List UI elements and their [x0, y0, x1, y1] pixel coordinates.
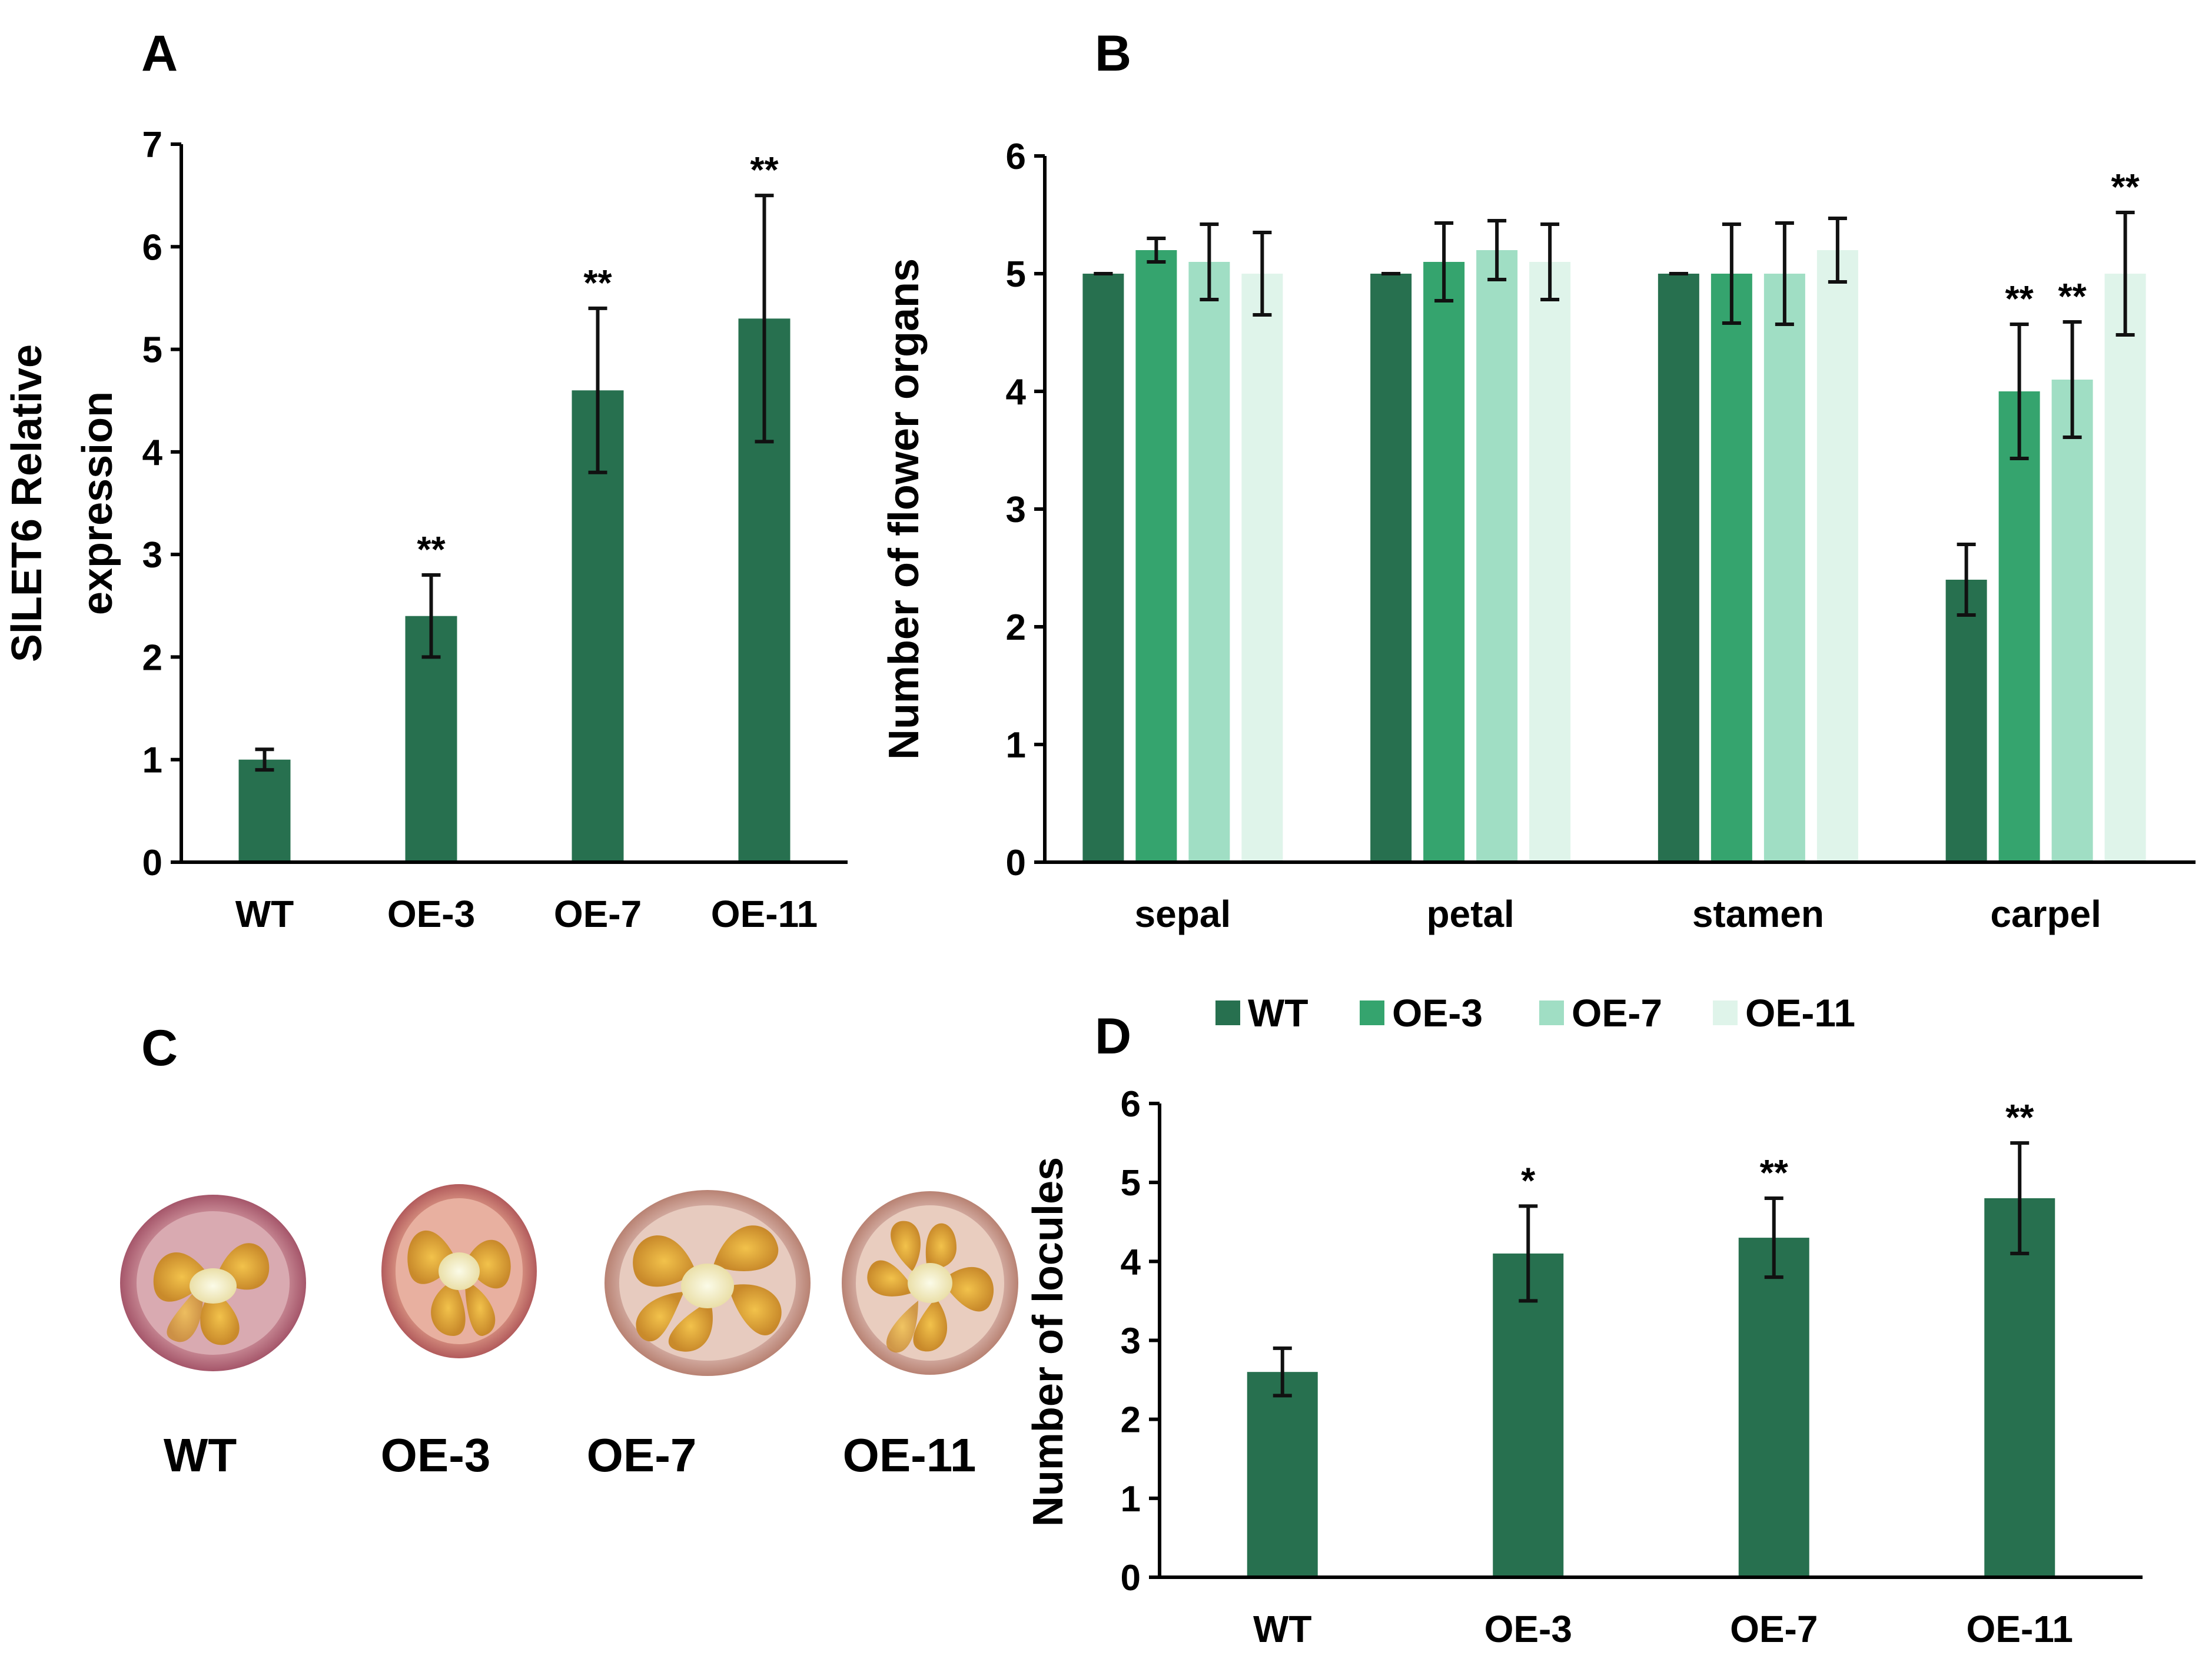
photo-label-oe11: OE-11: [843, 1429, 977, 1481]
chart-a-category-label: OE-11: [711, 893, 818, 935]
legend-label-wt: WT: [1248, 991, 1308, 1035]
chart-b-bar-oe-3: [1423, 262, 1465, 862]
panel-letter-b: B: [1095, 25, 1131, 82]
chart-b-category-label: sepal: [1135, 893, 1231, 935]
chart-d-category-label: OE-3: [1484, 1608, 1572, 1650]
chart-d-locules: WT * OE-3 ** OE-7 ** OE-11 0 1 2 3 4 5 6 Number of loc…: [1025, 1084, 2143, 1650]
chart-d-significance: *: [1521, 1161, 1536, 1201]
chart-a-significance: **: [583, 263, 612, 304]
chart-a-category-label: OE-7: [554, 893, 642, 935]
chart-b-bar-oe-11: [1816, 250, 1858, 862]
chart-b-significance: **: [2058, 277, 2087, 317]
chart-d-category-label: WT: [1253, 1608, 1312, 1650]
legend-label-oe-3: OE-3: [1392, 991, 1483, 1035]
chart-b-y-tick-label: 4: [1006, 372, 1027, 413]
chart-a-y-tick-label: 3: [142, 535, 162, 576]
chart-d-significance: **: [1760, 1153, 1789, 1194]
chart-b-y-tick-label: 3: [1006, 490, 1026, 530]
photo-label-oe7: OE-7: [587, 1429, 697, 1481]
legend-swatch-oe-3: [1360, 1000, 1384, 1025]
chart-a-significance: **: [417, 530, 446, 570]
legend-swatch-wt: [1215, 1000, 1240, 1025]
chart-a-y-tick-label: 2: [142, 637, 162, 678]
photo-label-wt: WT: [164, 1429, 237, 1481]
chart-a-y-label: expression: [74, 391, 121, 615]
chart-a-y-label: SlLET6 Relative: [4, 344, 51, 662]
chart-a-category-label: WT: [235, 893, 294, 935]
legend-swatch-oe-11: [1713, 1000, 1738, 1025]
chart-d-category-label: OE-11: [1967, 1608, 2073, 1650]
chart-b-bar-oe-3: [1998, 391, 2040, 862]
panel-letter-d: D: [1095, 1008, 1131, 1065]
chart-d-y-label: Number of locules: [1025, 1157, 1072, 1527]
tomato-oe7-image: [605, 1190, 811, 1376]
chart-d-y-tick-label: 2: [1121, 1400, 1141, 1441]
legend-label-oe-7: OE-7: [1572, 991, 1662, 1035]
chart-a-significance: **: [750, 150, 779, 191]
tomato-oe3-image: [381, 1184, 537, 1358]
chart-d-bar: [1984, 1198, 2055, 1577]
chart-b-bar-oe-11: [1241, 274, 1283, 862]
chart-d-y-tick-label: 4: [1121, 1242, 1141, 1282]
chart-b-category-label: carpel: [1990, 893, 2101, 935]
chart-d-bar: [1493, 1253, 1564, 1577]
chart-d-significance: **: [2005, 1098, 2034, 1138]
chart-a-y-tick-label: 7: [142, 125, 162, 165]
chart-d-y-tick-label: 5: [1121, 1163, 1141, 1204]
chart-b-y-label: Number of flower organs: [881, 258, 928, 760]
chart-a-y-tick-label: 0: [142, 843, 162, 883]
chart-b-bar-oe-7: [2051, 380, 2093, 862]
legend-label-oe-11: OE-11: [1745, 991, 1855, 1035]
chart-d-bar: [1247, 1372, 1318, 1577]
chart-a-y-tick-label: 6: [142, 227, 162, 268]
chart-b-y-tick-label: 2: [1006, 607, 1026, 648]
chart-b-bar-oe-7: [1476, 250, 1518, 862]
chart-d-y-tick-label: 6: [1121, 1084, 1141, 1125]
chart-b-legend: WT OE-3 OE-7 OE-11: [1215, 991, 1855, 1035]
chart-b-flower-organs: sepal petal stamen ** ** ** carpel 0 1 2 3 4 5 6 Numbe…: [881, 137, 2196, 935]
chart-b-significance: **: [2005, 279, 2034, 320]
panel-letter-c: C: [141, 1020, 178, 1076]
chart-b-y-tick-label: 0: [1006, 843, 1026, 883]
chart-b-bar-wt: [1370, 274, 1412, 862]
chart-a-relative-expression: WT ** OE-3 ** OE-7 ** OE-11 0 1 2 3 4 5 6 7 SlLET6 Rela…: [4, 125, 848, 935]
chart-b-category-label: petal: [1426, 893, 1514, 935]
chart-b-bar-wt: [1658, 274, 1699, 862]
chart-a-category-label: OE-3: [387, 893, 475, 935]
chart-b-bar-oe-3: [1135, 250, 1177, 862]
chart-d-y-tick-label: 3: [1121, 1321, 1141, 1362]
chart-a-y-tick-label: 5: [142, 330, 162, 371]
chart-d-y-tick-label: 0: [1121, 1558, 1141, 1598]
chart-d-bar: [1738, 1238, 1809, 1577]
chart-b-category-label: stamen: [1692, 893, 1824, 935]
tomato-photos: WT OE-3 OE-7 OE-11: [120, 1184, 1018, 1481]
chart-b-bar-oe-7: [1763, 274, 1805, 862]
chart-b-y-tick-label: 6: [1006, 137, 1026, 177]
chart-a-y-tick-label: 4: [142, 433, 163, 473]
chart-b-bar-oe-7: [1188, 262, 1230, 862]
chart-a-bar: [238, 759, 291, 862]
chart-b-bar-oe-11: [1529, 262, 1571, 862]
chart-d-y-tick-label: 1: [1121, 1479, 1141, 1520]
chart-b-significance: **: [2111, 167, 2140, 208]
chart-d-category-label: OE-7: [1730, 1608, 1818, 1650]
chart-a-y-tick-label: 1: [142, 740, 162, 781]
panel-letter-a: A: [141, 25, 178, 82]
chart-b-bar-oe-3: [1711, 274, 1752, 862]
tomato-wt-image: [120, 1195, 306, 1371]
tomato-oe11-image: [842, 1191, 1018, 1375]
chart-b-y-tick-label: 5: [1006, 254, 1026, 295]
photo-label-oe3: OE-3: [381, 1429, 491, 1481]
chart-b-bar-wt: [1945, 580, 1987, 862]
chart-b-bar-wt: [1082, 274, 1124, 862]
legend-swatch-oe-7: [1539, 1000, 1564, 1025]
chart-b-bar-oe-11: [2104, 274, 2146, 862]
chart-b-y-tick-label: 1: [1006, 725, 1026, 766]
